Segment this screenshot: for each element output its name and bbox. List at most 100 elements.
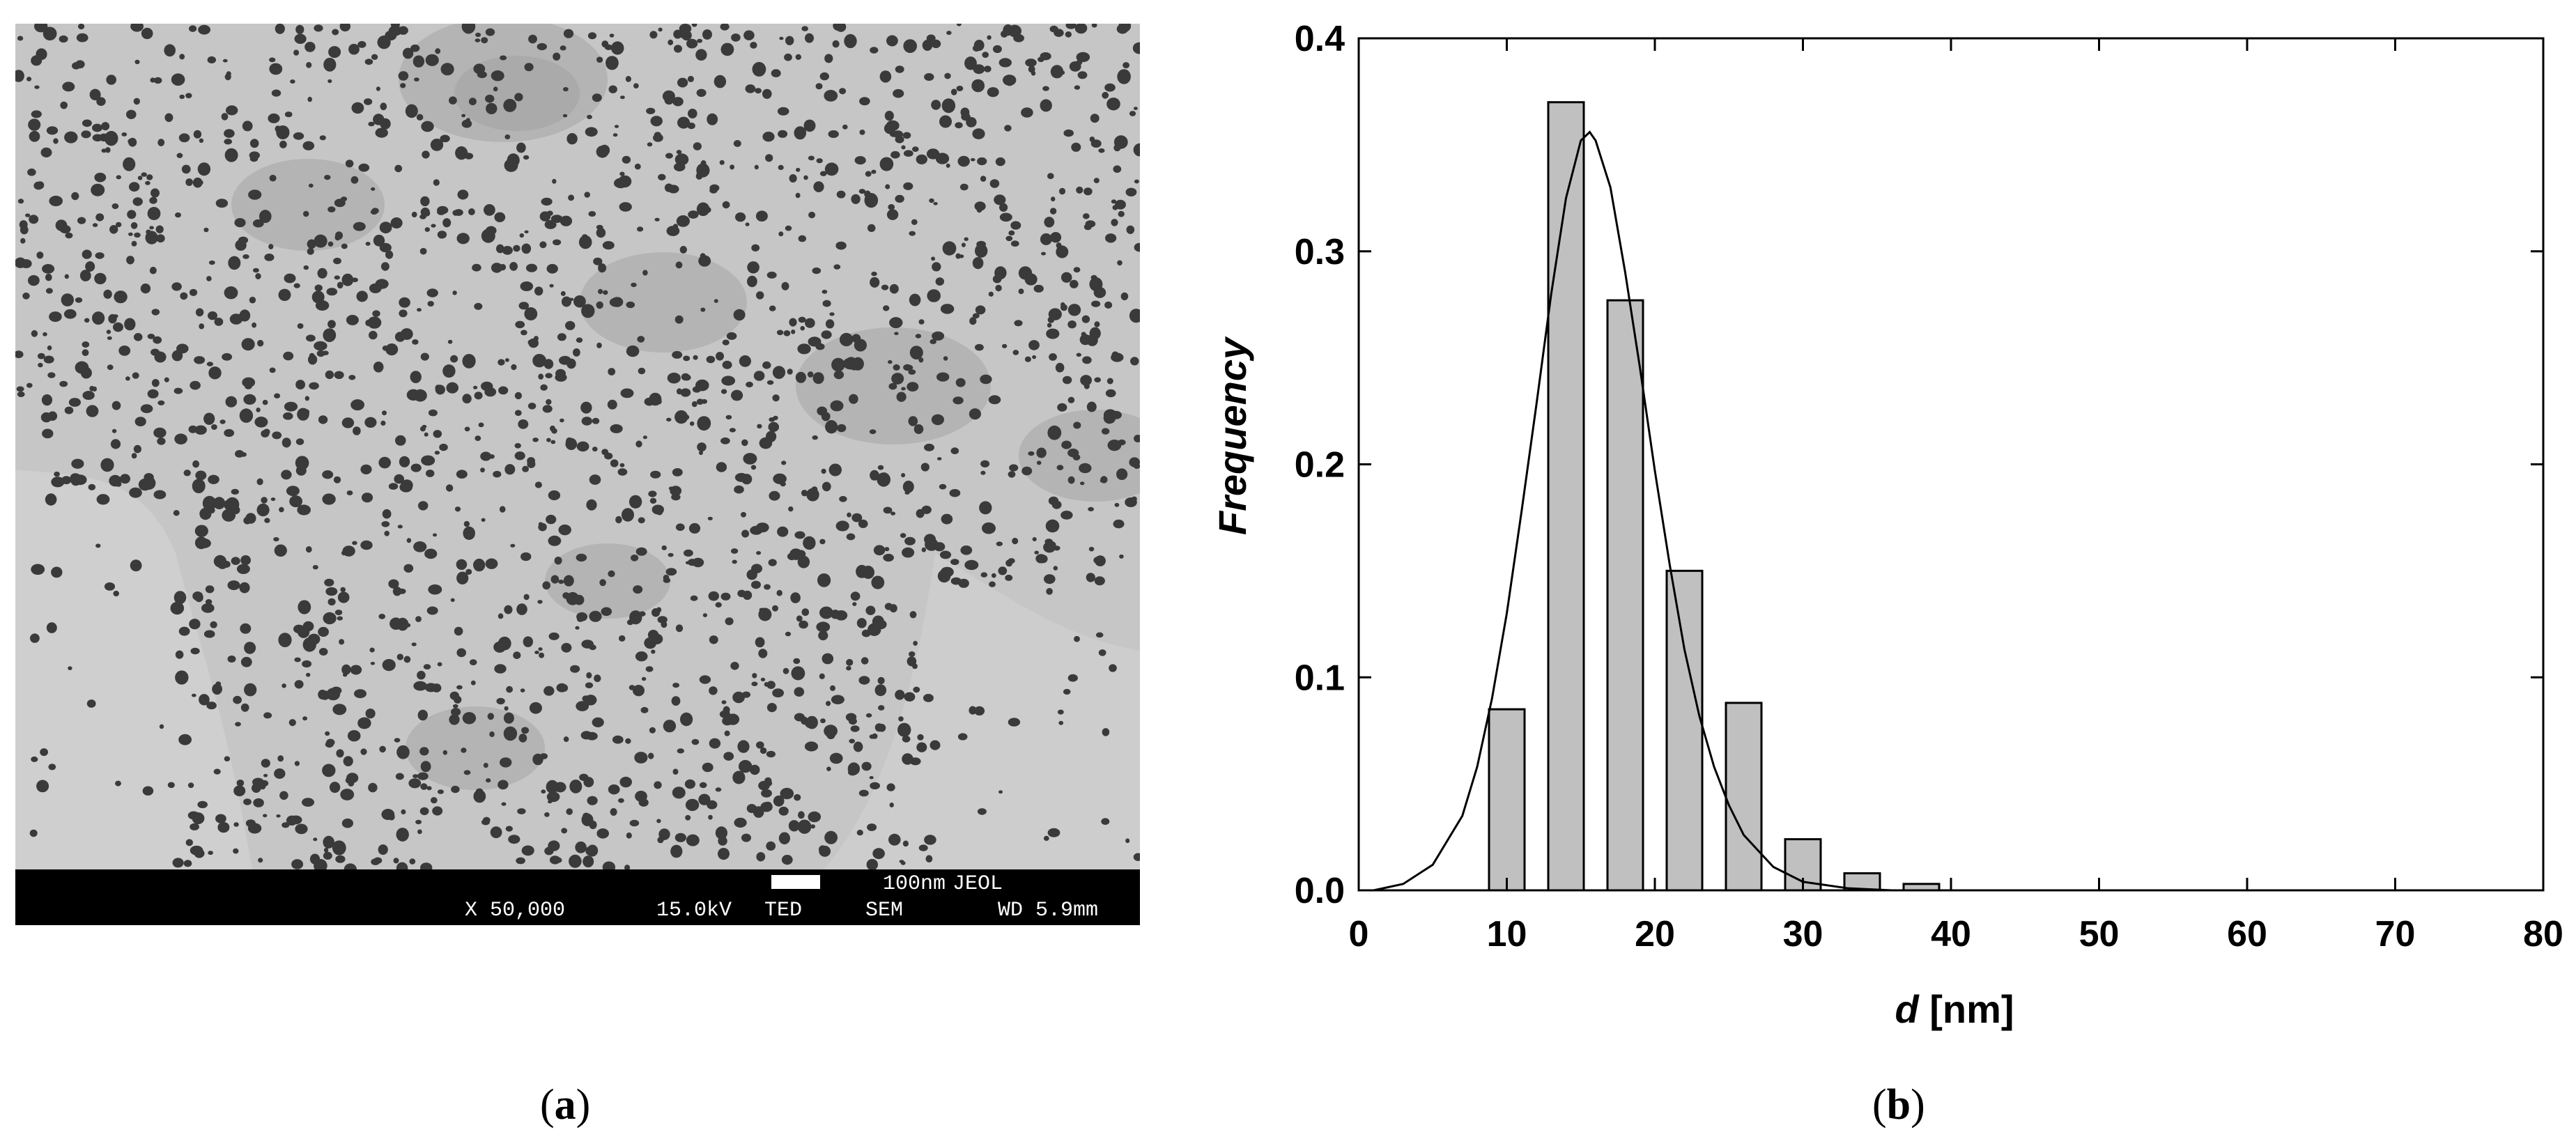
sem-particle: [565, 320, 576, 330]
sem-particle: [183, 470, 191, 477]
sem-particle: [778, 806, 789, 816]
sem-particle: [909, 611, 917, 619]
sem-particle: [31, 110, 42, 118]
sem-particle: [477, 71, 487, 79]
sem-particle: [242, 254, 249, 259]
sem-particle: [672, 683, 680, 688]
sem-particle: [417, 670, 426, 680]
sem-particle: [1106, 98, 1120, 111]
sem-particle: [1079, 334, 1091, 346]
sem-particle: [233, 822, 239, 827]
sem-particle: [499, 506, 506, 513]
sem-particle: [781, 281, 789, 291]
sem-particle: [720, 437, 730, 444]
sem-particle: [957, 155, 970, 167]
sem-particle: [939, 115, 952, 128]
x-tick-label: 60: [2227, 914, 2267, 954]
sem-particle: [685, 814, 691, 821]
sem-particle: [642, 270, 648, 276]
sem-particle: [1042, 86, 1049, 91]
sem-particle: [625, 76, 632, 82]
sem-particle: [137, 176, 143, 180]
sem-particle: [1056, 465, 1064, 470]
sem-particle: [138, 478, 152, 491]
sem-particle: [190, 823, 199, 830]
sem-particle: [751, 681, 758, 686]
sem-particle: [780, 787, 794, 800]
sem-particle: [288, 719, 296, 727]
sem-particle: [191, 693, 196, 697]
sem-particle: [541, 789, 546, 794]
y-tick-label: 0.0: [1295, 871, 1345, 911]
sem-particle: [851, 194, 861, 204]
sem-particle: [81, 130, 91, 139]
sem-particle: [550, 215, 563, 223]
sem-particle: [628, 495, 642, 509]
sem-particle: [696, 88, 707, 97]
sem-particle: [30, 633, 40, 643]
sem-particle: [715, 602, 722, 607]
sem-particle: [514, 443, 521, 449]
sem-particle: [562, 114, 568, 118]
sem-particle: [261, 780, 269, 787]
sem-particle: [988, 395, 1001, 405]
sem-particle: [612, 735, 624, 744]
sem-particle: [739, 759, 753, 773]
sem-particle: [808, 155, 815, 161]
histogram-bar: [1725, 702, 1763, 892]
sem-particle: [1111, 199, 1117, 204]
sem-particle: [520, 552, 532, 562]
sem-particle: [424, 548, 438, 559]
sem-particle: [181, 164, 191, 174]
sem-particle: [654, 217, 660, 222]
sem-particle: [588, 211, 596, 217]
sem-particle: [456, 571, 469, 584]
sem-particle: [649, 31, 658, 39]
sem-particle: [520, 330, 527, 336]
sem-particle: [134, 59, 140, 65]
sem-particle: [146, 174, 153, 180]
sem-particle: [133, 333, 143, 341]
sem-particle: [680, 712, 693, 727]
sem-particle: [496, 697, 505, 705]
sem-particle: [870, 470, 879, 481]
sem-particle: [980, 176, 987, 182]
sem-particle: [582, 695, 589, 702]
sem-particle: [907, 382, 919, 392]
sem-particle: [187, 782, 194, 789]
sem-particle: [1112, 205, 1118, 210]
sem-particle: [778, 832, 790, 845]
sem-particle: [839, 332, 854, 347]
sem-particle: [551, 855, 560, 864]
sem-particle: [72, 62, 81, 70]
sem-particle: [414, 77, 419, 82]
sem-particle: [153, 490, 167, 500]
sem-particle: [124, 318, 136, 331]
sem-particle: [513, 245, 520, 252]
sem-particle: [702, 29, 712, 40]
sem-particle: [239, 408, 254, 423]
sem-particle: [608, 570, 615, 578]
sem-particle: [514, 392, 523, 400]
sem-particle: [424, 227, 430, 232]
sem-particle: [676, 388, 682, 395]
sem-particle: [210, 621, 217, 628]
sem-particle: [851, 513, 863, 522]
y-axis-label: Frequency: [1210, 336, 1254, 535]
sem-particle: [129, 182, 140, 192]
sem-particle: [856, 564, 868, 578]
sem-particle: [38, 362, 43, 368]
sem-particle: [325, 587, 338, 596]
sem-particle: [732, 559, 737, 564]
sem-particle: [972, 45, 981, 52]
sem-particle: [413, 541, 427, 552]
sem-particle: [734, 485, 744, 494]
sem-particle: [820, 718, 826, 724]
sem-particle: [255, 273, 261, 279]
sem-particle: [170, 601, 185, 615]
sem-particle: [236, 780, 245, 787]
sem-particle: [394, 474, 404, 484]
sem-particle: [64, 406, 74, 415]
sem-particle: [279, 140, 287, 148]
sem-particle: [424, 683, 438, 692]
